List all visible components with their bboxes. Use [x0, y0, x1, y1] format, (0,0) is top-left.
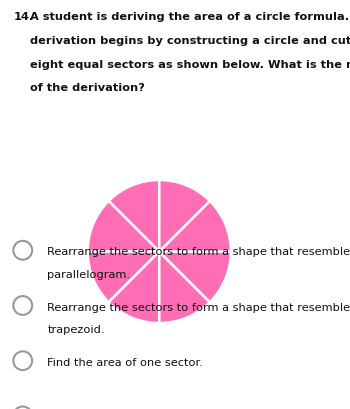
Text: Rearrange the sectors to form a shape that resembles a: Rearrange the sectors to form a shape th… [47, 247, 350, 257]
Wedge shape [88, 252, 159, 302]
Wedge shape [108, 252, 159, 323]
Wedge shape [159, 201, 231, 252]
Text: parallelogram.: parallelogram. [47, 270, 130, 280]
Wedge shape [159, 252, 210, 323]
Wedge shape [88, 201, 159, 252]
Circle shape [13, 241, 32, 260]
Wedge shape [159, 180, 210, 252]
Text: trapezoid.: trapezoid. [47, 325, 105, 335]
Wedge shape [159, 252, 231, 302]
Circle shape [13, 351, 32, 370]
Text: of the derivation?: of the derivation? [30, 83, 145, 93]
Text: Find the area of one sector.: Find the area of one sector. [47, 358, 203, 368]
Text: eight equal sectors as shown below. What is the next step: eight equal sectors as shown below. What… [30, 60, 350, 70]
Circle shape [13, 407, 32, 409]
Wedge shape [108, 180, 159, 252]
Text: 14.: 14. [14, 12, 34, 22]
Text: Rearrange the sectors to form a shape that resembles a: Rearrange the sectors to form a shape th… [47, 303, 350, 312]
Text: derivation begins by constructing a circle and cutting it into: derivation begins by constructing a circ… [30, 36, 350, 46]
Text: A student is deriving the area of a circle formula. The: A student is deriving the area of a circ… [30, 12, 350, 22]
Circle shape [13, 296, 32, 315]
